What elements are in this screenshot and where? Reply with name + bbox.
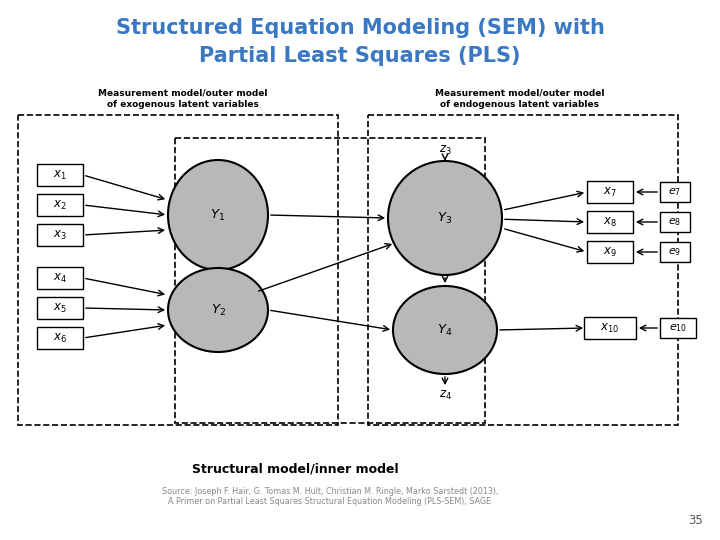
- Text: Partial Least Squares (PLS): Partial Least Squares (PLS): [199, 46, 521, 66]
- Bar: [584, 317, 636, 339]
- Text: $x_6$: $x_6$: [53, 332, 67, 345]
- Bar: [660, 212, 690, 232]
- Ellipse shape: [393, 286, 497, 374]
- Text: of exogenous latent variables: of exogenous latent variables: [107, 100, 259, 109]
- Bar: [660, 318, 696, 338]
- Text: $Y_4$: $Y_4$: [437, 322, 453, 338]
- Bar: [368, 115, 678, 425]
- Bar: [587, 241, 633, 263]
- Text: $Y_2$: $Y_2$: [210, 302, 225, 318]
- Text: $e_7$: $e_7$: [668, 186, 682, 198]
- Bar: [175, 138, 485, 423]
- Bar: [587, 211, 633, 233]
- Bar: [37, 224, 83, 246]
- Text: $x_8$: $x_8$: [603, 215, 617, 228]
- Text: $x_7$: $x_7$: [603, 185, 617, 199]
- Text: $x_2$: $x_2$: [53, 198, 67, 212]
- Text: Structured Equation Modeling (SEM) with: Structured Equation Modeling (SEM) with: [116, 18, 604, 38]
- Text: Source: Joseph F. Hair, G. Tomas M. Hult, Christian M. Ringle, Marko Sarstedt (2: Source: Joseph F. Hair, G. Tomas M. Hult…: [162, 487, 498, 507]
- Text: $x_4$: $x_4$: [53, 272, 67, 285]
- Text: $x_5$: $x_5$: [53, 301, 67, 314]
- Text: $x_1$: $x_1$: [53, 168, 67, 181]
- Bar: [37, 327, 83, 349]
- Text: Structural model/inner model: Structural model/inner model: [192, 462, 398, 475]
- Bar: [660, 242, 690, 262]
- Bar: [37, 267, 83, 289]
- Text: $x_9$: $x_9$: [603, 246, 617, 259]
- Bar: [37, 297, 83, 319]
- Text: $Y_1$: $Y_1$: [210, 207, 225, 222]
- Bar: [37, 194, 83, 216]
- Text: $z_3$: $z_3$: [438, 144, 451, 157]
- Text: $e_9$: $e_9$: [668, 246, 682, 258]
- Text: Measurement model/outer model: Measurement model/outer model: [98, 88, 268, 97]
- Text: $Y_3$: $Y_3$: [437, 211, 453, 226]
- Text: $e_{10}$: $e_{10}$: [669, 322, 687, 334]
- Bar: [37, 164, 83, 186]
- Ellipse shape: [168, 268, 268, 352]
- Bar: [587, 181, 633, 203]
- Text: of endogenous latent variables: of endogenous latent variables: [441, 100, 600, 109]
- Ellipse shape: [168, 160, 268, 270]
- Text: $e_8$: $e_8$: [668, 216, 682, 228]
- Text: Measurement model/outer model: Measurement model/outer model: [436, 88, 605, 97]
- Bar: [18, 115, 338, 425]
- Ellipse shape: [388, 161, 502, 275]
- Text: $x_{10}$: $x_{10}$: [600, 321, 620, 335]
- Text: 35: 35: [688, 514, 703, 527]
- Text: $z_4$: $z_4$: [438, 388, 451, 402]
- Text: $x_3$: $x_3$: [53, 228, 67, 241]
- Bar: [660, 182, 690, 202]
